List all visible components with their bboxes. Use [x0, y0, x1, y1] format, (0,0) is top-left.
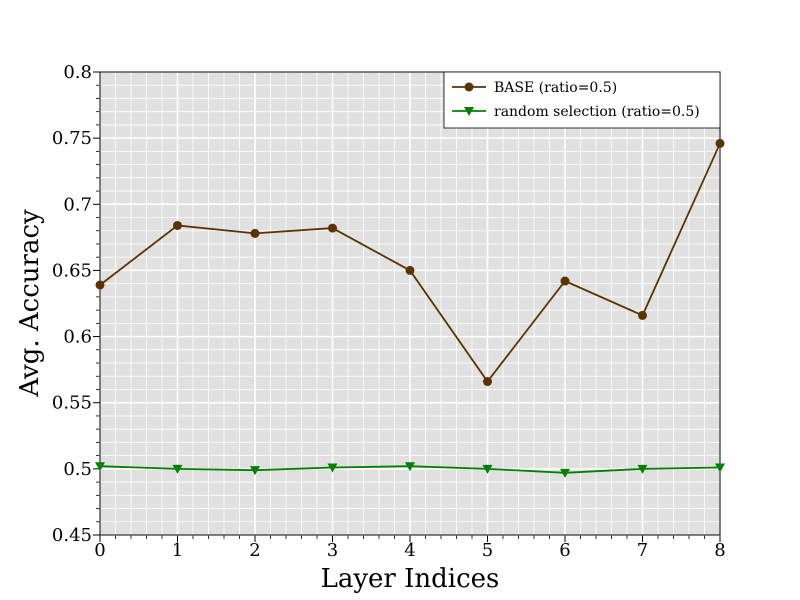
legend-box [443, 71, 721, 129]
marker [405, 265, 415, 275]
y-tick-label: 0.75 [52, 128, 92, 149]
marker [560, 468, 570, 478]
x-tick-label: 4 [404, 540, 415, 561]
marker [638, 310, 647, 320]
y-tick-label: 0.5 [63, 459, 92, 480]
marker [715, 138, 725, 148]
y-tick-label: 0.6 [63, 327, 92, 348]
x-tick-label: 7 [637, 540, 648, 561]
x-tick-label: 3 [327, 540, 338, 561]
marker [327, 463, 338, 473]
marker [95, 462, 105, 472]
marker [250, 466, 260, 476]
y-tick-label: 0.8 [63, 62, 92, 83]
legend-label: BASE (ratio=0.5) [494, 80, 617, 96]
marker [328, 223, 337, 233]
plot-frame [99, 71, 721, 536]
y-tick-label: 0.55 [52, 393, 92, 414]
x-tick-label: 8 [714, 540, 725, 561]
marker [560, 276, 570, 286]
x-tick-label: 2 [249, 540, 260, 561]
marker [95, 280, 105, 290]
y-tick-label: 0.65 [52, 260, 92, 281]
y-axis-title: Avg. Accuracy [15, 209, 45, 398]
marker [172, 464, 183, 474]
marker [405, 462, 415, 472]
y-tick-label: 0.7 [63, 194, 92, 215]
marker [715, 463, 725, 473]
marker [483, 377, 492, 387]
y-tick-label: 0.45 [52, 525, 92, 546]
x-tick-label: 5 [482, 540, 493, 561]
marker [464, 82, 474, 92]
marker [482, 464, 493, 474]
marker [250, 228, 260, 238]
marker [464, 107, 474, 116]
marker [637, 464, 648, 474]
x-axis-title: Layer Indices [321, 564, 500, 594]
x-tick-label: 0 [94, 540, 105, 561]
x-tick-label: 1 [172, 540, 183, 561]
marker [173, 220, 182, 230]
x-tick-label: 6 [559, 540, 570, 561]
legend-label: random selection (ratio=0.5) [494, 104, 700, 120]
